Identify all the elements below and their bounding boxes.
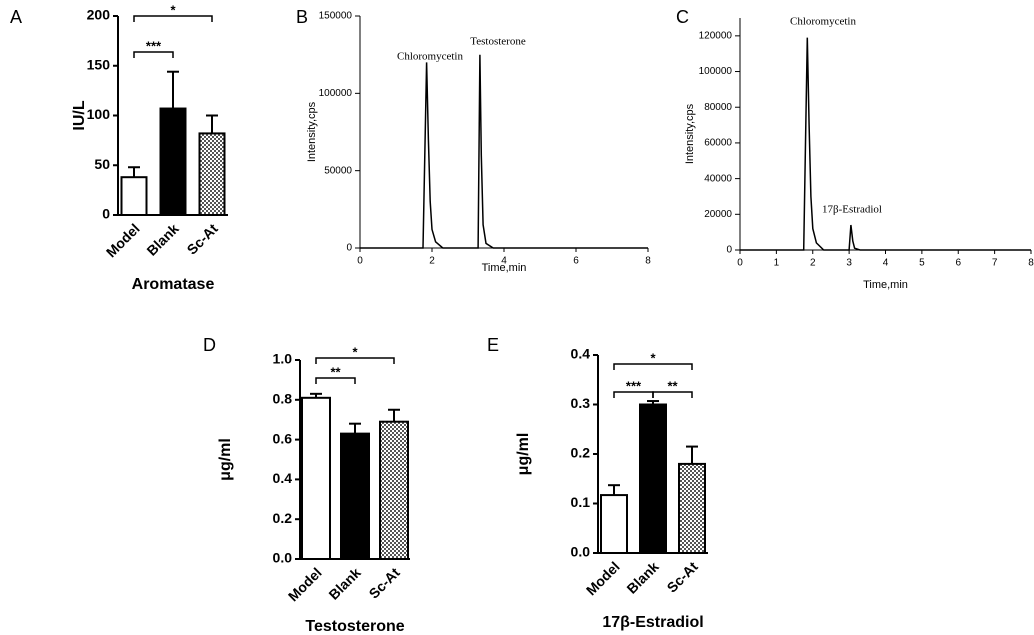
y-tick-label: 200 xyxy=(87,7,111,23)
y-tick-label: 100 xyxy=(87,106,111,122)
x-tick-label: 8 xyxy=(1028,258,1034,269)
x-tick-label: Sc-At xyxy=(366,564,403,601)
peak-annotation: Chloromycetin xyxy=(790,16,856,28)
y-tick-label: 80000 xyxy=(704,102,732,113)
x-tick-label: Model xyxy=(285,564,325,604)
bar xyxy=(600,494,628,554)
significance-bracket xyxy=(613,363,693,370)
bar xyxy=(120,176,148,217)
y-tick-label: 0.1 xyxy=(571,494,591,510)
significance-label: *** xyxy=(146,38,162,53)
peak-annotation: Chloromycetin xyxy=(397,51,463,63)
panel-label: C xyxy=(676,7,689,27)
x-tick-label: 3 xyxy=(846,258,852,269)
y-tick-label: 0 xyxy=(346,243,352,254)
y-tick-label: 1.0 xyxy=(273,351,293,367)
x-tick-label: 5 xyxy=(919,258,925,269)
y-axis-label: IU/L xyxy=(71,100,88,130)
y-tick-label: 0.0 xyxy=(571,544,591,560)
peak-annotation: 17β-Estradiol xyxy=(822,204,882,216)
significance-label: ** xyxy=(667,378,678,393)
significance-bracket xyxy=(315,357,395,364)
bar xyxy=(379,420,409,560)
y-tick-label: 150 xyxy=(87,56,111,72)
panel-label: D xyxy=(203,335,216,355)
x-tick-label: 2 xyxy=(810,258,816,269)
x-tick-label: 0 xyxy=(357,256,363,267)
x-axis-label: Aromatase xyxy=(132,276,215,293)
significance-label: * xyxy=(650,350,656,365)
peak-annotation: Testosterone xyxy=(470,36,526,48)
y-tick-label: 50 xyxy=(94,156,110,172)
chromatogram-line xyxy=(740,37,1031,251)
x-tick-label: Model xyxy=(103,220,143,260)
y-tick-label: 0 xyxy=(726,245,732,256)
panel-label: A xyxy=(10,7,22,27)
x-tick-label: Blank xyxy=(623,558,661,596)
bar xyxy=(301,396,331,560)
y-tick-label: 60000 xyxy=(704,138,732,149)
bar xyxy=(198,132,226,216)
significance-label: ** xyxy=(330,364,341,379)
x-axis-label: Time,min xyxy=(863,279,908,291)
x-tick-label: 6 xyxy=(573,256,579,267)
x-axis-label: 17β-Estradiol xyxy=(602,614,703,631)
x-tick-label: 2 xyxy=(429,256,435,267)
y-tick-label: 20000 xyxy=(704,209,732,220)
y-tick-label: 120000 xyxy=(699,30,733,41)
x-tick-label: Sc-At xyxy=(184,220,221,257)
x-tick-label: Blank xyxy=(325,564,363,602)
y-tick-label: 0.3 xyxy=(571,395,591,411)
x-axis-label: Time,min xyxy=(482,262,527,274)
panel-label: E xyxy=(487,335,499,355)
y-tick-label: 0.6 xyxy=(273,430,293,446)
y-tick-label: 0.2 xyxy=(571,445,591,461)
y-axis-label: Intensity,cps xyxy=(306,101,318,162)
x-tick-label: 6 xyxy=(955,258,961,269)
y-tick-label: 0.0 xyxy=(273,550,293,566)
significance-bracket xyxy=(315,377,356,384)
bar xyxy=(678,462,706,554)
y-tick-label: 0.4 xyxy=(273,470,293,486)
x-axis-label: Testosterone xyxy=(305,618,404,635)
x-tick-label: Model xyxy=(583,558,623,598)
significance-bracket xyxy=(133,51,174,58)
y-axis-label: μg/ml xyxy=(515,433,532,476)
y-tick-label: 0.2 xyxy=(273,510,293,526)
y-tick-label: 0.8 xyxy=(273,391,293,407)
y-tick-label: 150000 xyxy=(319,11,353,22)
significance-label: * xyxy=(170,2,176,17)
bar xyxy=(159,107,187,216)
y-axis-label: Intensity,cps xyxy=(684,103,696,164)
significance-bracket xyxy=(133,15,213,22)
x-tick-label: 4 xyxy=(501,256,507,267)
x-tick-label: 0 xyxy=(737,258,743,269)
bar xyxy=(340,432,370,561)
y-tick-label: 100000 xyxy=(699,66,733,77)
x-tick-label: 7 xyxy=(992,258,998,269)
x-tick-label: Blank xyxy=(143,220,181,258)
y-tick-label: 50000 xyxy=(324,165,352,176)
y-axis-label: μg/ml xyxy=(217,438,234,481)
x-tick-label: 1 xyxy=(774,258,780,269)
significance-label: * xyxy=(352,344,358,359)
panel-label: B xyxy=(296,7,308,27)
significance-bracket xyxy=(652,391,693,398)
y-tick-label: 40000 xyxy=(704,173,732,184)
y-tick-label: 0 xyxy=(102,206,110,222)
bar xyxy=(639,403,667,554)
x-tick-label: 4 xyxy=(883,258,889,269)
x-tick-label: Sc-At xyxy=(664,558,701,595)
y-tick-label: 100000 xyxy=(319,88,353,99)
x-tick-label: 8 xyxy=(645,256,651,267)
y-tick-label: 0.4 xyxy=(571,346,591,362)
significance-label: *** xyxy=(626,378,642,393)
chromatogram-line xyxy=(360,54,648,249)
